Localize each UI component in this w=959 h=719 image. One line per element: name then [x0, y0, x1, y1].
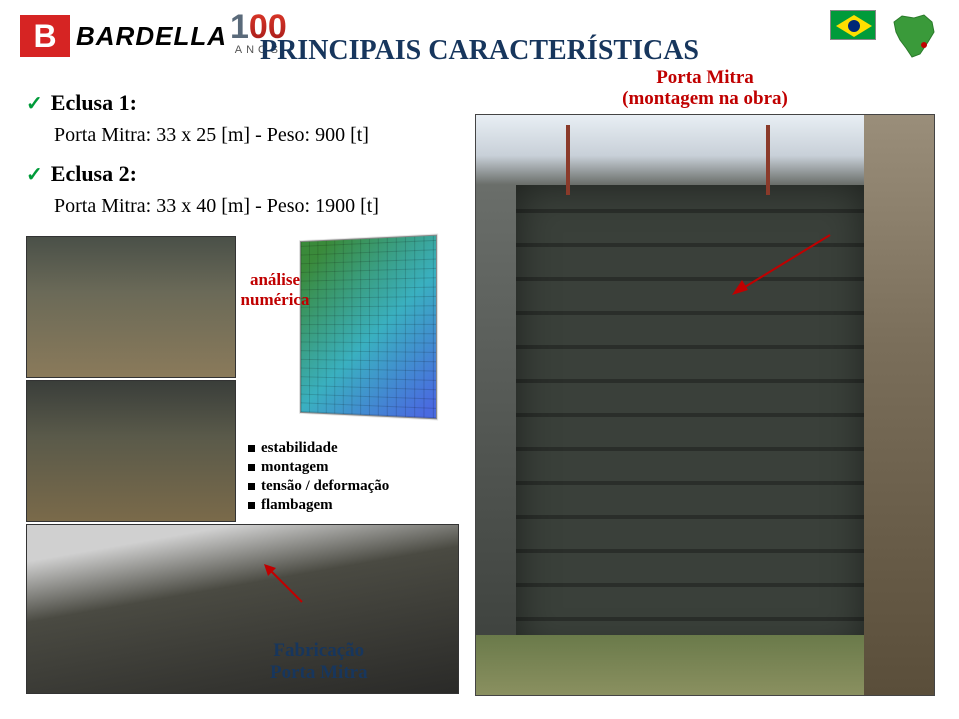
bullet-item: montagem — [248, 459, 389, 476]
specs-block: ✓ Eclusa 1: Porta Mitra: 33 x 25 [m] - P… — [26, 90, 456, 232]
check-icon: ✓ — [26, 162, 43, 187]
eclusa2-spec: Porta Mitra: 33 x 40 [m] - Peso: 1900 [t… — [54, 195, 456, 218]
eclusa2-label: Eclusa 2: — [51, 161, 137, 187]
check-icon: ✓ — [26, 91, 43, 116]
eclusa1-label: Eclusa 1: — [51, 90, 137, 116]
fabrication-photo-2 — [26, 380, 236, 522]
eclusa1-row: ✓ Eclusa 1: — [26, 90, 456, 116]
bullet-icon — [248, 502, 255, 509]
bullet-text: tensão / deformação — [261, 478, 389, 494]
eclusa1-spec: Porta Mitra: 33 x 25 [m] - Peso: 900 [t] — [54, 124, 456, 147]
water-area — [476, 635, 934, 695]
bullet-text: estabilidade — [261, 440, 338, 456]
bullet-icon — [248, 483, 255, 490]
bullet-item: flambagem — [248, 497, 389, 514]
assembly-label: Porta Mitra (montagem na obra) — [475, 68, 935, 110]
page-title: PRINCIPAIS CARACTERÍSTICAS — [0, 35, 959, 67]
fabrication-line1: Fabricação — [273, 640, 364, 661]
assembly-line1: Porta Mitra — [656, 67, 754, 88]
fabrication-photo-3 — [26, 524, 459, 694]
analysis-label-line1: análise — [250, 270, 300, 289]
fabrication-label: Fabricação Porta Mitra — [270, 640, 368, 684]
bullet-item: tensão / deformação — [248, 478, 389, 495]
fabrication-arrow-icon — [260, 560, 310, 610]
analysis-label: análise numérica — [240, 270, 310, 309]
eclusa2-row: ✓ Eclusa 2: — [26, 161, 456, 187]
crane-icon — [566, 125, 570, 195]
analysis-label-line2: numérica — [241, 290, 310, 309]
assembly-line2: (montagem na obra) — [622, 88, 788, 109]
bullet-icon — [248, 464, 255, 471]
fea-analysis-image — [300, 235, 437, 420]
fabrication-line2: Porta Mitra — [270, 662, 368, 683]
analysis-bullets: estabilidade montagem tensão / deformaçã… — [248, 440, 389, 516]
assembly-photo — [475, 114, 935, 696]
bullet-text: flambagem — [261, 497, 333, 513]
bullet-item: estabilidade — [248, 440, 389, 457]
bullet-icon — [248, 445, 255, 452]
crane-icon — [766, 125, 770, 195]
bullet-text: montagem — [261, 459, 329, 475]
assembly-arrow-icon — [720, 230, 840, 310]
fabrication-photo-1 — [26, 236, 236, 378]
